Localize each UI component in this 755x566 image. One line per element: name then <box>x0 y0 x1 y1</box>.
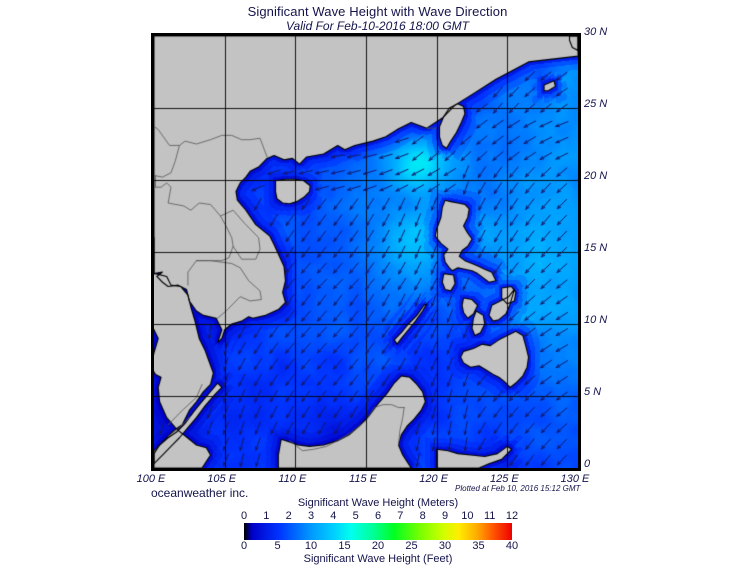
colorbar-tick-feet: 0 <box>240 540 248 552</box>
lon-tick-label: 130 E <box>560 473 590 485</box>
colorbar-tick-meters: 10 <box>461 510 474 522</box>
chart-title-block: Significant Wave Height with Wave Direct… <box>0 4 755 33</box>
colorbar-tick-feet: 30 <box>438 540 452 552</box>
lon-tick-label: 125 E <box>489 473 519 485</box>
lat-tick-label: 20 N <box>584 170 608 182</box>
lat-tick-label: 30 N <box>584 26 608 38</box>
colorbar-tick-meters: 9 <box>441 510 449 522</box>
source-credit: oceanweather inc. <box>151 486 249 500</box>
colorbar-tick-feet: 5 <box>274 540 281 552</box>
colorbar-tick-meters: 11 <box>483 510 496 522</box>
map-plot-area[interactable] <box>151 33 581 471</box>
colorbar-tick-feet: 10 <box>304 540 318 552</box>
lat-tick-label: 5 N <box>584 386 602 398</box>
colorbar-tick-feet: 20 <box>371 540 385 552</box>
colorbar-tick-meters: 7 <box>397 510 404 522</box>
colorbar-ticks-meters: 0 1 2 3 4 5 6 7 8 9 10 11 12 <box>240 510 518 523</box>
page-subtitle: Valid For Feb-10-2016 18:00 GMT <box>286 19 469 33</box>
colorbar-tick-meters: 3 <box>307 510 315 522</box>
colorbar-tick-meters: 5 <box>352 510 359 522</box>
colorbar-caption-meters: Significant Wave Height (Meters) <box>297 497 459 509</box>
colorbar-tick-meters: 4 <box>330 510 337 522</box>
colorbar-tick-feet: 25 <box>405 540 418 552</box>
lon-tick-label: 100 E <box>136 473 166 485</box>
colorbar-tick-meters: 8 <box>419 510 426 522</box>
colorbar-tick-meters: 12 <box>505 510 519 522</box>
colorbar-tick-meters: 2 <box>285 510 292 522</box>
lat-tick-label: 10 N <box>584 314 608 326</box>
colorbar-ticks-feet: 0 5 10 15 20 25 30 35 40 <box>240 540 518 553</box>
colorbar-tick-meters: 0 <box>240 510 248 522</box>
lon-tick-label: 115 E <box>349 473 377 485</box>
wave-height-field-canvas <box>154 36 578 468</box>
colorbar-tick-meters: 6 <box>374 510 382 522</box>
plotted-timestamp: Plotted at Feb 10, 2016 15:12 GMT <box>455 484 581 493</box>
lat-tick-label: 0 <box>584 458 591 470</box>
lon-tick-label: 110 E <box>278 473 307 485</box>
page-title: Significant Wave Height with Wave Direct… <box>247 4 508 19</box>
colorbar-tick-feet: 35 <box>472 540 485 552</box>
colorbar-tick-feet: 40 <box>505 540 519 552</box>
lat-tick-label: 15 N <box>584 242 608 254</box>
lon-tick-label: 105 E <box>207 473 237 485</box>
colorbar-gradient <box>244 523 512 540</box>
colorbar-tick-feet: 15 <box>338 540 351 552</box>
lon-tick-label: 120 E <box>419 473 449 485</box>
colorbar-tick-meters: 1 <box>263 510 270 522</box>
lat-tick-label: 25 N <box>584 98 608 110</box>
